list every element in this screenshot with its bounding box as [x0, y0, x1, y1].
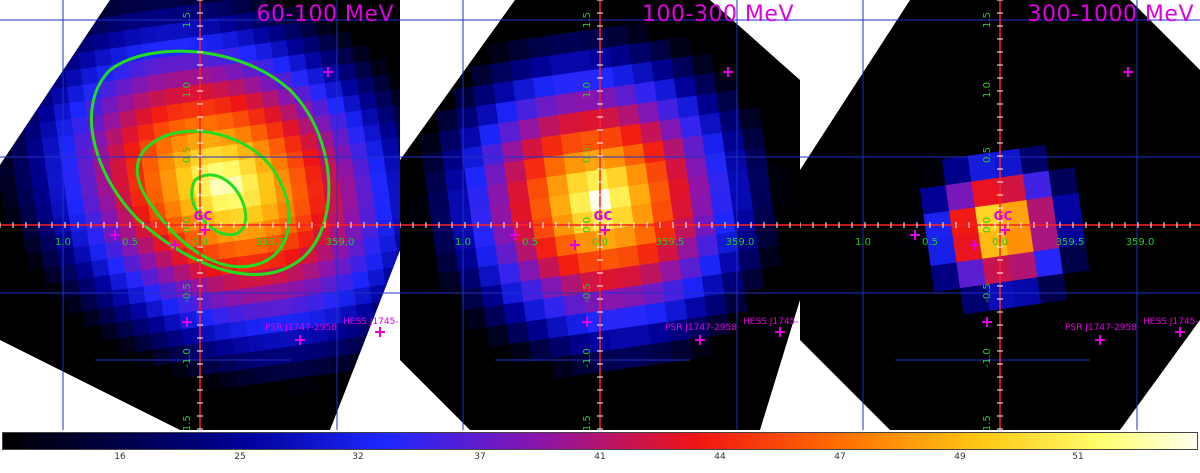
- lon-tick-label: 0.5: [922, 237, 938, 248]
- colorbar-tick: 41: [594, 452, 606, 462]
- lon-tick-label: 1.0: [55, 237, 71, 248]
- psr-label: PSR J1747-2958: [665, 323, 737, 333]
- lat-tick-label: 0.0: [982, 217, 993, 233]
- gc-label: GC: [594, 209, 613, 223]
- lat-tick-label: 1.5: [982, 12, 993, 28]
- colorbar-tick: 32: [352, 452, 364, 462]
- lat-tick-label: -0.5: [182, 283, 193, 303]
- lat-tick-label: -1.0: [182, 348, 193, 368]
- colorbar-tick: 47: [834, 452, 846, 462]
- sky-map-panels: 1.0 0.5 0.0 359.5 359.0 1.5 1.0 0.5 0.0 -0.5 -1.0 -…: [0, 0, 1200, 430]
- colorbar-tick: 49: [954, 452, 966, 462]
- lat-tick-label: -0.5: [982, 283, 993, 303]
- sky-map-canvas: 1.0 0.5 0.0 359.5 359.0 1.5 1.0 0.5 0.0 -0.5 -1.0 -…: [0, 0, 400, 430]
- lat-tick-label: -1.0: [582, 348, 593, 368]
- lat-tick-label: 0.0: [182, 217, 193, 233]
- lat-tick-label: -1.5: [182, 415, 193, 430]
- psr-label: PSR J1747-2958: [1065, 323, 1137, 333]
- colorbar-tick: 25: [234, 452, 246, 462]
- lon-tick-label: 359.0: [726, 237, 755, 248]
- hess-label: HESS J1745-: [343, 317, 399, 327]
- sky-map-canvas: 1.0 0.5 0.0 359.5 359.0 1.5 1.0 0.5 0.0 -0.5 -1.0 -…: [400, 0, 800, 430]
- significance-contours: [89, 49, 331, 276]
- colorbar-tick: 37: [474, 452, 486, 462]
- gc-label: GC: [194, 209, 213, 223]
- lon-tick-label: 359.0: [1126, 237, 1155, 248]
- source-markers: [510, 67, 785, 345]
- galactic-center-crosshair: [0, 0, 400, 430]
- lat-tick-label: -1.0: [982, 348, 993, 368]
- lat-tick-label: 0.5: [182, 147, 193, 163]
- colorbar-tick: 44: [714, 452, 726, 462]
- lat-tick-label: -1.5: [582, 415, 593, 430]
- hess-label: HESS J1745-: [1143, 317, 1199, 327]
- energy-band-label: 100-300 MeV: [642, 2, 794, 27]
- sky-map-panel-1: 1.0 0.5 0.0 359.5 359.0 1.5 1.0 0.5 0.0 -0.5 -1.0 -…: [0, 0, 400, 430]
- lon-tick-label: 0.5: [122, 237, 138, 248]
- lon-tick-label: 359.0: [326, 237, 355, 248]
- colorbar-tick: 51: [1072, 452, 1084, 462]
- lat-tick-label: 0.5: [982, 147, 993, 163]
- lon-tick-label: 1.0: [455, 237, 471, 248]
- lat-tick-label: 0.0: [582, 217, 593, 233]
- sky-map-panel-2: 1.0 0.5 0.0 359.5 359.0 1.5 1.0 0.5 0.0 -0.5 -1.0 -…: [400, 0, 800, 430]
- lat-tick-label: -0.5: [582, 283, 593, 303]
- sky-map-panel-3: 1.0 0.5 0.0 359.5 359.0 1.5 1.0 0.5 0.0 -0.5 -1.0 -…: [800, 0, 1200, 430]
- lon-tick-label: 0.0: [592, 237, 608, 248]
- lon-tick-label: 0.0: [192, 237, 208, 248]
- colorbar-tick: 16: [114, 452, 126, 462]
- lat-tick-label: -1.5: [982, 415, 993, 430]
- lon-tick-label: 0.0: [992, 237, 1008, 248]
- energy-band-label: 300-1000 MeV: [1027, 2, 1194, 27]
- galactic-center-crosshair: [800, 0, 1200, 430]
- lat-tick-label: 0.5: [582, 147, 593, 163]
- lat-tick-label: 1.0: [982, 82, 993, 98]
- hess-label: HESS J1745-: [743, 317, 799, 327]
- sky-map-canvas: 1.0 0.5 0.0 359.5 359.0 1.5 1.0 0.5 0.0 -0.5 -1.0 -…: [800, 0, 1200, 430]
- lat-tick-label: 1.5: [182, 12, 193, 28]
- lon-tick-label: 359.5: [656, 237, 685, 248]
- gc-label: GC: [994, 209, 1013, 223]
- lon-tick-label: 0.5: [522, 237, 538, 248]
- lon-tick-label: 359.5: [1056, 237, 1085, 248]
- colorbar: [2, 432, 1198, 450]
- galactic-center-crosshair: [400, 0, 800, 430]
- lat-tick-label: 1.5: [582, 12, 593, 28]
- source-markers: [910, 67, 1185, 345]
- lon-tick-label: 359.5: [256, 237, 285, 248]
- energy-band-label: 60-100 MeV: [256, 2, 394, 27]
- psr-label: PSR J1747-2958: [265, 323, 337, 333]
- lat-tick-label: 1.0: [182, 82, 193, 98]
- lat-tick-label: 1.0: [582, 82, 593, 98]
- colorbar-tick-labels: 16 25 32 37 41 44 47 49 51: [0, 452, 1200, 472]
- lon-tick-label: 1.0: [855, 237, 871, 248]
- source-markers: [110, 67, 385, 345]
